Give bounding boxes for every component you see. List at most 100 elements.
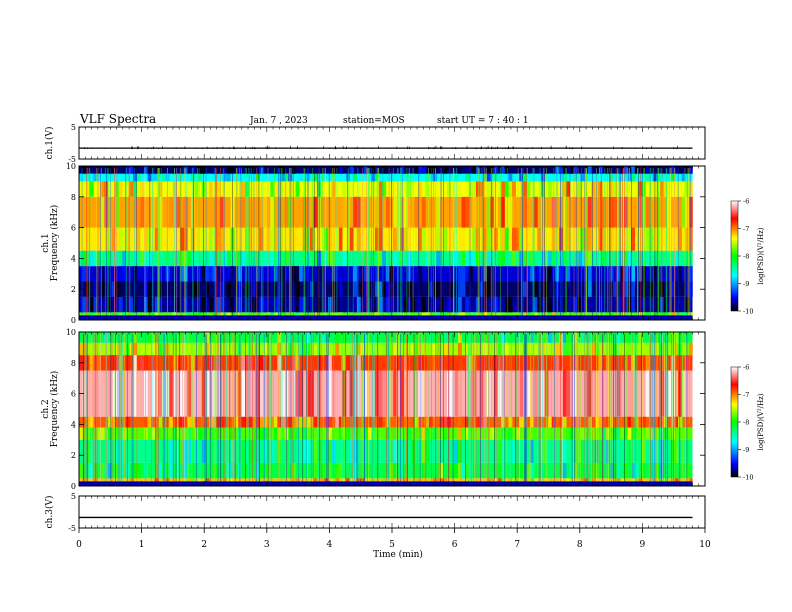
ch1-spectrogram-cell [443,166,448,174]
ch1-spectrogram-cell [133,227,138,251]
ch2-spectrogram-cell [490,332,495,343]
ch1-waveform-panel: 5 -5 ch.1(V) [44,123,706,164]
ch2-spectrogram-cell [652,439,657,463]
ch2-spectrogram-ytick-label: 2 [71,451,76,460]
ch2-spectrogram-cell [598,462,603,479]
ch2-spectrogram-cell [295,427,300,440]
ch1-spectrogram-cell [501,196,506,228]
ch1-spectrogram-cell [331,266,336,282]
ch2-spectrogram-cell [580,439,585,463]
ch2-spectrogram-cell [270,427,275,440]
ch2-spectrogram-cell [494,462,498,479]
ch1-spectrogram-cell [555,281,560,297]
ch1-spectrogram-cell [461,181,466,197]
ch2-spectrogram-cell [584,462,589,479]
ch2-spectrogram-cell [508,427,513,440]
ch2-spectrogram-cell [335,342,340,356]
ch2-spectrogram-cell [248,355,253,371]
ch2-spectrogram-cell [483,342,488,356]
ch2-spectrogram-cell [457,342,462,356]
ch1-spectrogram-cell [342,181,347,197]
ch1-spectrogram-cell [324,250,329,267]
ch1-spectrogram-cell [136,227,141,251]
ch2-spectrogram-cell [143,355,148,371]
ch1-spectrogram-cell [158,181,163,197]
ch1-colorbar-label: log(PSD)(V²/Hz) [757,227,765,284]
ch1-spectrogram-cell [162,266,166,282]
ch2-spectrogram-cell [627,439,632,463]
ch1-spectrogram-cell [364,266,368,282]
ch2-spectrogram-cell [645,355,650,371]
ch1-spectrogram-cell [501,166,506,174]
ch2-spectrogram-cell [479,416,484,428]
ch1-spectrogram-cell [512,227,516,251]
ch1-spectrogram-cell [432,281,437,297]
ch1-spectrogram-cell [133,281,138,297]
ch1-spectrogram-cell [288,266,293,282]
ch1-spectrogram-cell [512,250,516,267]
ch2-spectrogram-cell [147,416,152,428]
ch2-spectrogram-cell [140,342,145,356]
ch2-spectrogram-cell [86,439,91,463]
ch1-spectrogram-cell [447,296,451,313]
ch2-spectrogram-cell [656,332,661,343]
ch2-spectrogram-cell [573,416,578,428]
ch2-spectrogram-cell [273,416,278,428]
ch1-spectrogram-cell [501,181,506,197]
ch2-spectrogram-cell [183,439,188,463]
ch2-spectrogram-cell [627,355,632,371]
ch2-spectrogram-cell [623,332,628,343]
ch1-spectrogram-cell [465,196,470,228]
ch2-spectrogram-cell [259,462,264,479]
ch2-spectrogram-cell [89,416,94,428]
ch1-spectrogram-cell [313,281,318,297]
ch2-spectrogram-cell [392,427,397,440]
ch2-spectrogram-cell [656,416,661,428]
ch1-spectrogram-cell [133,196,138,228]
ch1-spectrogram-cell [522,181,527,197]
ch2-spectrogram-cell [613,462,617,479]
ch1-spectrogram-cell [378,196,383,228]
ch1-spectrogram-cell [602,281,607,297]
ch2-spectrogram-cell [364,427,368,440]
ch2-spectrogram-cell [281,416,285,428]
ch2-spectrogram-cell [302,342,307,356]
ch1-spectrogram-cell [577,181,581,197]
ch1-spectrogram-cell [331,181,336,197]
ch1-spectrogram-cell [194,181,199,197]
ch1-spectrogram-cell [562,196,567,228]
ch1-spectrogram-cell [291,227,296,251]
ch2-spectrogram-cell [623,416,628,428]
ch1-spectrogram-cell [595,250,599,267]
ch1-spectrogram-cell [356,296,361,313]
ch1-spectrogram-cell [216,166,221,174]
time-axis: 0 1 2 3 4 5 6 7 8 9 10 [76,528,711,550]
ch1-spectrogram-cell [194,281,199,297]
ch1-spectrogram-cell [602,227,607,251]
ch1-spectrogram-cell [450,266,455,282]
ch1-spectrogram-cell [281,266,285,282]
ch1-spectrogram-cell [342,196,347,228]
ch1-spectrogram-cell [226,281,231,297]
ch1-spectrogram-cell [133,166,138,174]
ch1-spectrogram-cell [530,250,534,267]
ch2-spectrogram-cell [605,355,610,371]
ch1-spectrogram-cell [522,173,527,182]
ch2-spectrogram-cell [255,462,260,479]
ch2-spectrogram-cell [306,332,311,343]
ch1-spectrogram-cell [273,227,278,251]
ch2-spectrogram-cell [125,342,130,356]
ch1-spectrogram-cell [212,227,217,251]
time-axis-tick-label: 10 [699,540,711,550]
ch1-spectrogram-cell [133,266,138,282]
ch1-spectrogram-cell [237,266,242,282]
ch2-spectrogram-cell [338,427,343,440]
ch2-spectrogram-cell [176,342,181,356]
ch2-spectrogram-cell [494,355,498,371]
ch2-spectrogram-cell [338,462,343,479]
ch2-spectrogram-cell [490,427,495,440]
ch1-spectrogram-cell [378,181,383,197]
ch1-spectrogram-cell [378,296,383,313]
time-axis-tick-label: 7 [514,540,520,550]
